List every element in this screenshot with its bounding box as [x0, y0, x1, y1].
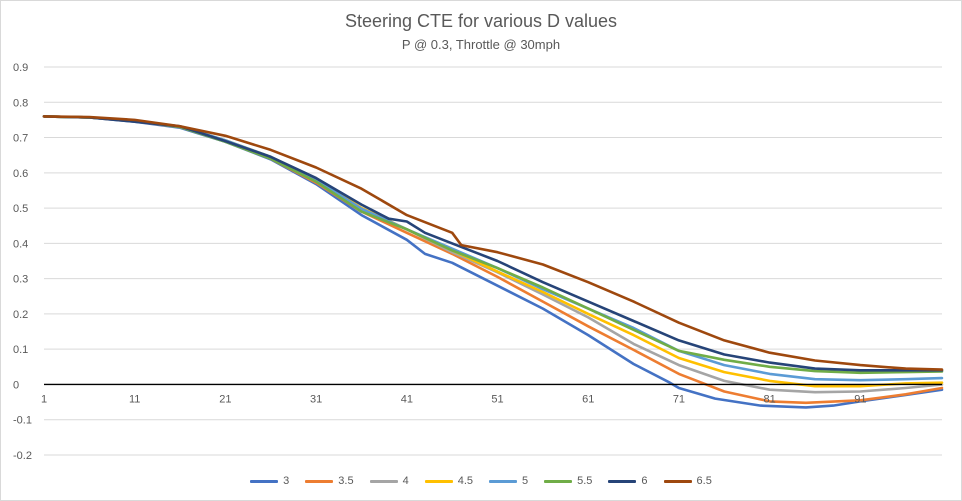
x-tick-label: 91	[854, 393, 866, 405]
legend-label: 5	[522, 475, 529, 487]
series-line-6-5	[42, 115, 944, 371]
legend-swatch	[608, 479, 637, 483]
y-tick-label: 0.3	[13, 274, 28, 286]
x-tick-label: 71	[673, 393, 685, 405]
legend-item: 5.5	[544, 475, 592, 487]
legend-item: 6	[608, 475, 648, 487]
legend-swatch	[424, 479, 453, 483]
y-tick-label: 0	[13, 379, 19, 391]
legend-item: 3	[250, 475, 289, 487]
x-tick-label: 21	[219, 393, 231, 405]
legend-swatch	[305, 479, 334, 483]
legend-swatch	[544, 479, 573, 483]
x-tick-label: 51	[491, 393, 503, 405]
y-tick-label: 0.8	[13, 97, 28, 109]
legend-item: 4.5	[424, 475, 473, 487]
legend-swatch	[663, 479, 692, 483]
y-tick-label: 0.7	[13, 133, 28, 145]
legend-item: 3.5	[305, 475, 354, 487]
legend-label: 5.5	[577, 475, 593, 487]
series-line-6	[42, 115, 944, 372]
legend-swatch	[489, 479, 517, 483]
series-line-3	[42, 115, 944, 409]
x-tick-label: 41	[401, 393, 413, 405]
chart-legend: 3 3.5 4 4.5 5 5.5 6 6.5	[0, 475, 962, 487]
y-tick-label: -0.1	[13, 415, 32, 427]
series-line-5-5	[42, 115, 944, 375]
series-line-5	[42, 115, 944, 382]
legend-item: 6.5	[663, 475, 712, 487]
legend-label: 4	[402, 475, 409, 487]
legend-label: 6	[641, 475, 648, 487]
legend-swatch	[250, 479, 279, 483]
legend-item: 4	[369, 475, 409, 487]
y-tick-label: 0.5	[13, 203, 28, 215]
legend-label: 6.5	[696, 475, 712, 487]
x-tick-label: 31	[310, 393, 322, 405]
y-tick-label: 0.9	[13, 62, 28, 74]
legend-item: 5	[489, 475, 528, 487]
x-tick-label: 1	[41, 393, 47, 405]
legend-label: 3.5	[338, 475, 354, 487]
legend-swatch	[369, 479, 398, 483]
chart-title: Steering CTE for various D values	[344, 11, 618, 31]
chart-subtitle: P @ 0.3, Throttle @ 30mph	[401, 37, 561, 52]
x-tick-label: 61	[582, 393, 594, 405]
y-tick-label: -0.2	[13, 450, 32, 462]
y-tick-label: 0.4	[13, 238, 28, 250]
x-tick-label: 81	[764, 393, 776, 405]
x-tick-label: 11	[129, 393, 140, 405]
y-tick-label: 0.6	[13, 168, 28, 180]
y-tick-label: 0.1	[13, 344, 28, 356]
legend-label: 3	[283, 475, 290, 487]
y-tick-label: 0.2	[13, 309, 28, 321]
legend-label: 4.5	[457, 475, 473, 487]
series-line-4	[42, 115, 944, 394]
